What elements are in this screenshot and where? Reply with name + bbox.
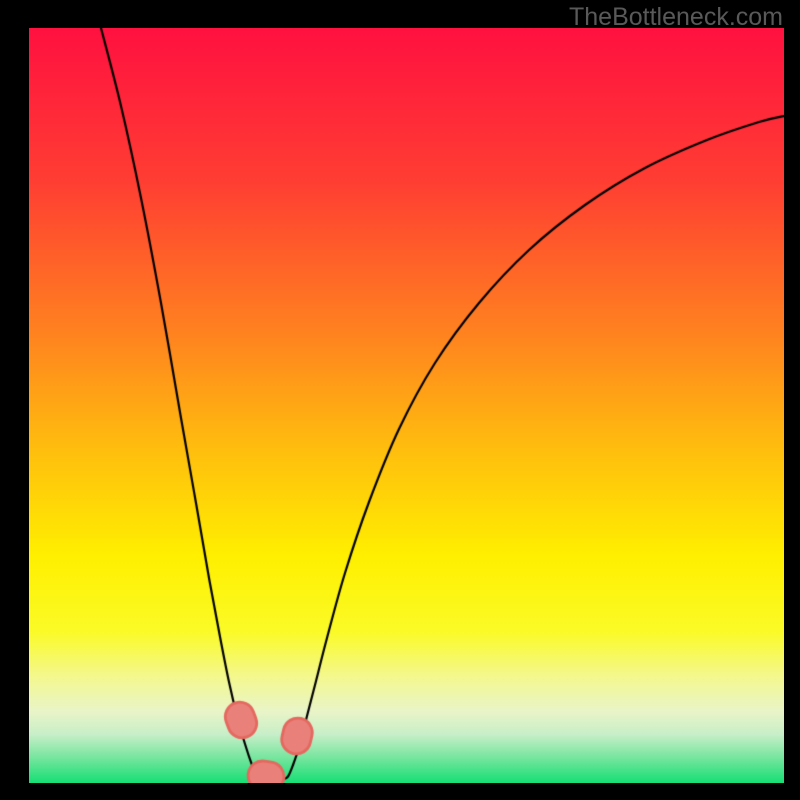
plot-area <box>29 28 784 783</box>
curve-markers <box>29 28 784 783</box>
figure-root: TheBottleneck.com <box>0 0 800 800</box>
